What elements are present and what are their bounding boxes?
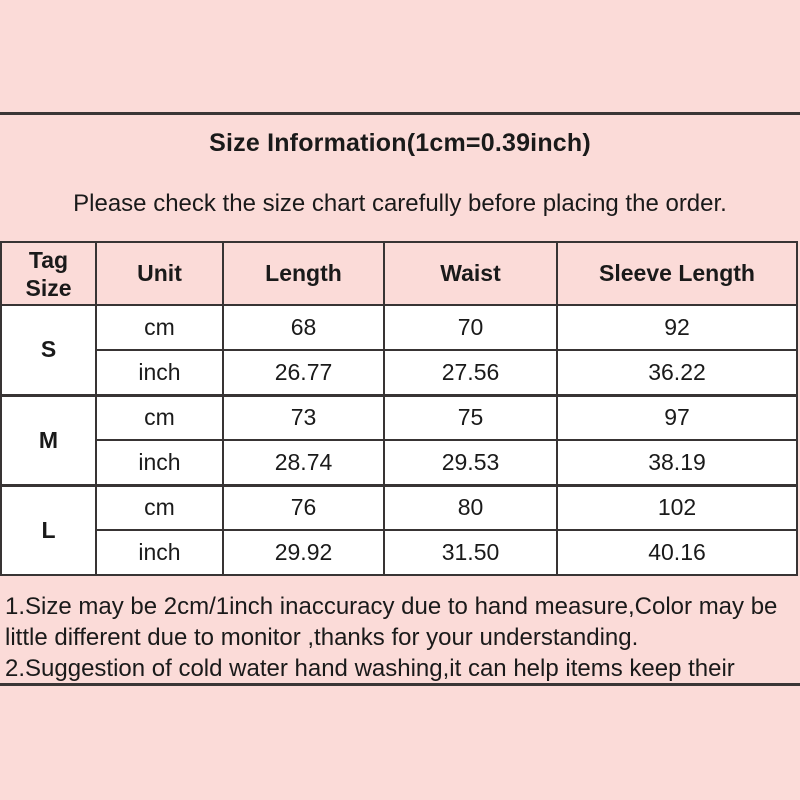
col-header-waist: Waist: [383, 241, 558, 306]
col-header-length: Length: [222, 241, 385, 306]
col-header-sleeve-length: Sleeve Length: [556, 241, 798, 306]
disclaimer-notes: 1.Size may be 2cm/1inch inaccuracy due t…: [5, 591, 800, 684]
size-tag-s: S: [0, 304, 97, 396]
waist-value: 80: [383, 483, 558, 531]
col-header-tag-size: Tag Size: [0, 241, 97, 306]
sleeve-value: 38.19: [556, 439, 798, 486]
table-row-s-cm: S cm 68 70 92: [0, 304, 798, 396]
unit-cell: cm: [95, 304, 224, 351]
unit-cell: cm: [95, 393, 224, 441]
length-value: 28.74: [222, 439, 385, 486]
sleeve-value: 40.16: [556, 529, 798, 576]
note-line-2: little different due to monitor ,thanks …: [5, 624, 639, 651]
table-row-m-inch: inch 28.74 29.53 38.19: [1, 439, 798, 486]
bottom-divider-line: [0, 683, 800, 686]
waist-value: 75: [383, 393, 558, 441]
waist-value: 29.53: [383, 439, 558, 486]
note-line-1: 1.Size may be 2cm/1inch inaccuracy due t…: [5, 593, 778, 620]
unit-cell: inch: [95, 349, 224, 396]
top-divider-line: [0, 112, 800, 115]
waist-value: 27.56: [383, 349, 558, 396]
waist-value: 70: [383, 304, 558, 351]
length-value: 26.77: [222, 349, 385, 396]
size-table: Tag Size Unit Length Waist Sleeve Length…: [0, 241, 798, 576]
unit-cell: inch: [95, 439, 224, 486]
length-value: 29.92: [222, 529, 385, 576]
unit-cell: inch: [95, 529, 224, 576]
length-value: 68: [222, 304, 385, 351]
col-header-unit: Unit: [95, 241, 224, 306]
page-subtitle: Please check the size chart carefully be…: [73, 190, 727, 217]
size-tag-m: M: [0, 393, 97, 486]
sleeve-value: 102: [556, 483, 798, 531]
sleeve-value: 92: [556, 304, 798, 351]
length-value: 73: [222, 393, 385, 441]
waist-value: 31.50: [383, 529, 558, 576]
size-tag-l: L: [0, 483, 97, 576]
table-row-m-cm: M cm 73 75 97: [0, 393, 798, 486]
sleeve-value: 97: [556, 393, 798, 441]
note-line-3: 2.Suggestion of cold water hand washing,…: [5, 655, 735, 682]
length-value: 76: [222, 483, 385, 531]
table-row-s-inch: inch 26.77 27.56 36.22: [1, 349, 798, 396]
unit-cell: cm: [95, 483, 224, 531]
table-header-row: Tag Size Unit Length Waist Sleeve Length: [0, 241, 798, 306]
table-row-l-cm: L cm 76 80 102: [0, 483, 798, 576]
page-title: Size Information(1cm=0.39inch): [209, 129, 591, 157]
table-row-l-inch: inch 29.92 31.50 40.16: [1, 529, 798, 576]
sleeve-value: 36.22: [556, 349, 798, 396]
